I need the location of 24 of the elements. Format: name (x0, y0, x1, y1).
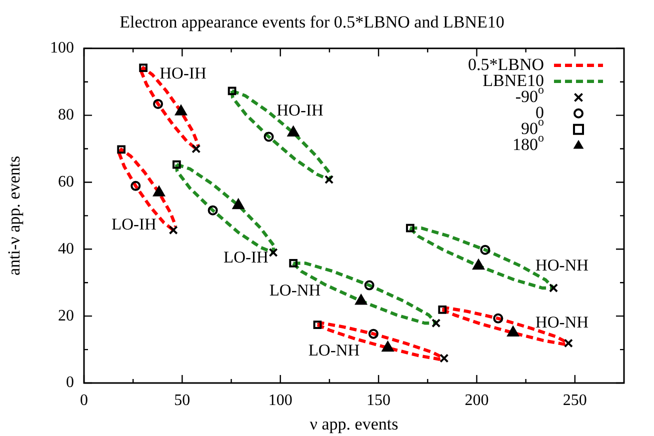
y-tick-label: 60 (58, 173, 74, 190)
x-tick-label: 50 (174, 392, 190, 409)
annotation: HO-IH (276, 100, 324, 120)
x-tick-label: 0 (80, 392, 88, 409)
x-tick-label: 250 (562, 392, 587, 409)
x-tick-label: 100 (268, 392, 292, 409)
annotation: HO-NH (535, 312, 589, 332)
y-tick-label: 80 (58, 106, 74, 124)
y-axis-title: anti-ν app. events (4, 156, 24, 276)
x-axis-title: ν app. events (310, 414, 398, 434)
legend-label: 0.5*LBNO (468, 54, 544, 74)
annotation: HO-IH (160, 64, 206, 83)
y-tick-label: 40 (58, 240, 74, 258)
annotation: LO-IH (224, 248, 269, 267)
annotation: LO-NH (269, 280, 321, 300)
x-tick-label: 200 (464, 392, 489, 409)
annotation: LO-IH (112, 214, 157, 234)
y-tick-label: 20 (58, 307, 74, 324)
annotation: HO-NH (535, 256, 589, 275)
chart-title: Electron appearance events for 0.5*LBNO and LBNE10 (120, 12, 504, 32)
y-tick-label: 100 (50, 40, 74, 57)
annotation: LO-NH (308, 340, 360, 360)
y-tick-label: 0 (66, 374, 74, 392)
x-tick-label: 150 (366, 392, 391, 409)
